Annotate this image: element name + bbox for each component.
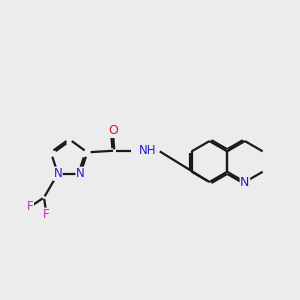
Text: O: O: [108, 124, 118, 137]
Text: N: N: [76, 167, 85, 180]
Text: NH: NH: [139, 144, 156, 157]
Text: F: F: [27, 200, 33, 213]
Text: N: N: [240, 176, 250, 188]
Text: F: F: [43, 208, 50, 221]
Text: N: N: [53, 167, 62, 180]
